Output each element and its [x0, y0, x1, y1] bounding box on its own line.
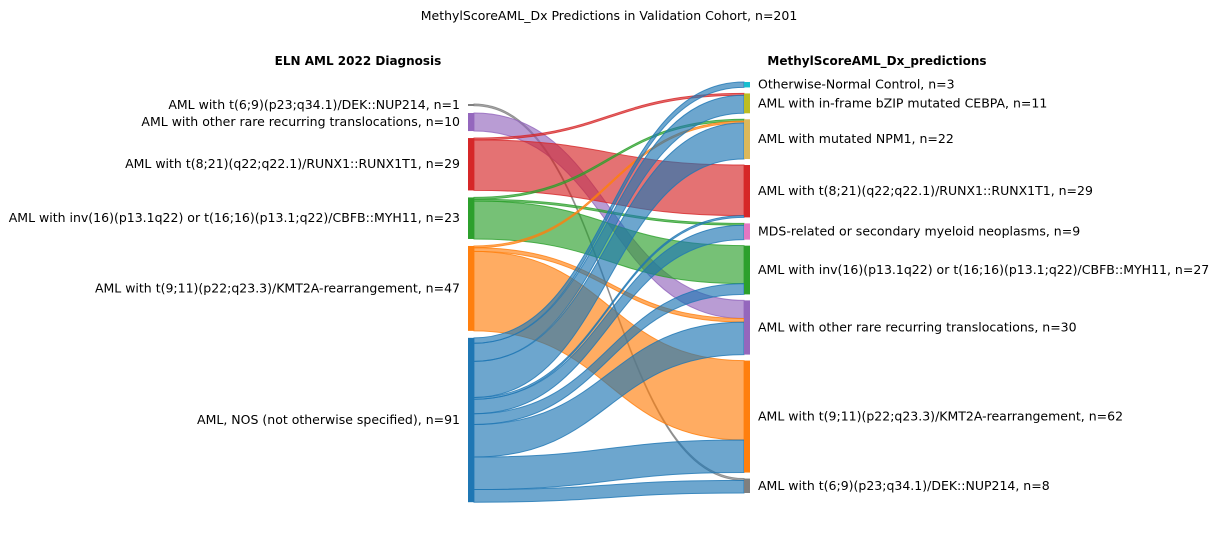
source-node-rare: [468, 113, 474, 132]
target-label-npm1: AML with mutated NPM1, n=22: [758, 131, 954, 146]
flow-nos-to-cebpa: [473, 94, 745, 362]
target-node-cebpa: [744, 93, 750, 114]
left-column-header: ELN AML 2022 Diagnosis: [275, 54, 442, 68]
target-label-ctrl: Otherwise-Normal Control, n=3: [758, 77, 955, 92]
target-node-kmt2a: [744, 360, 750, 473]
target-label-runx: AML with t(8;21)(q22;q22.1)/RUNX1::RUNX1…: [758, 183, 1093, 198]
source-node-kmt2a: [468, 245, 474, 331]
target-node-dek: [744, 478, 750, 493]
target-label-dek: AML with t(6;9)(p23;q34.1)/DEK::NUP214, …: [758, 478, 1050, 493]
source-label-runx: AML with t(8;21)(q22;q22.1)/RUNX1::RUNX1…: [125, 156, 460, 171]
right-column-header: MethylScoreAML_Dx_predictions: [767, 54, 986, 69]
source-node-cbfb: [468, 197, 474, 239]
source-node-dek: [468, 104, 474, 106]
source-label-cbfb: AML with inv(16)(p13.1q22) or t(16;16)(p…: [9, 210, 460, 225]
nodes: [468, 82, 750, 503]
source-node-runx: [468, 138, 474, 191]
source-label-rare: AML with other rare recurring translocat…: [141, 114, 460, 129]
node-labels: AML with t(6;9)(p23;q34.1)/DEK::NUP214, …: [9, 77, 1210, 493]
target-label-cbfb: AML with inv(16)(p13.1q22) or t(16;16)(p…: [758, 262, 1209, 277]
target-label-cebpa: AML with in-frame bZIP mutated CEBPA, n=…: [758, 95, 1047, 110]
target-label-mds: MDS-related or secondary myeloid neoplas…: [758, 224, 1080, 239]
target-node-mds: [744, 223, 750, 240]
target-label-rare: AML with other rare recurring translocat…: [758, 319, 1077, 334]
target-node-runx: [744, 165, 750, 218]
target-node-npm1: [744, 119, 750, 160]
chart-title: MethylScoreAML_Dx Predictions in Validat…: [421, 8, 798, 23]
source-node-nos: [468, 337, 474, 503]
flow-nos-to-mds: [473, 224, 745, 415]
flow-nos-to-npm1: [473, 122, 745, 398]
target-label-kmt2a: AML with t(9;11)(p22;q23.3)/KMT2A-rearra…: [758, 409, 1123, 424]
target-node-ctrl: [744, 82, 750, 88]
source-label-dek: AML with t(6;9)(p23;q34.1)/DEK::NUP214, …: [168, 97, 460, 112]
flow-nos-to-cbfb: [473, 283, 745, 426]
source-label-nos: AML, NOS (not otherwise specified), n=91: [197, 412, 460, 427]
target-node-cbfb: [744, 245, 750, 295]
target-node-rare: [744, 300, 750, 355]
source-label-kmt2a: AML with t(9;11)(p22;q23.3)/KMT2A-rearra…: [95, 280, 460, 295]
flow-links: [473, 81, 745, 503]
